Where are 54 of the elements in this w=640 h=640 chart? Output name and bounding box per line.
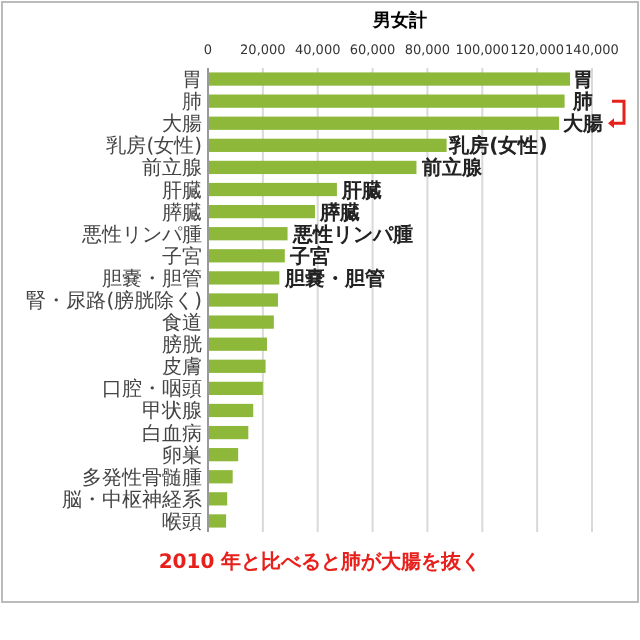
y-tick-label: 皮膚 (162, 355, 202, 380)
y-tick-label: 乳房(女性) (106, 134, 203, 159)
annotation: 大腸 (561, 112, 604, 137)
y-tick-label: 肝臓 (162, 178, 202, 203)
annotation: 悪性リンパ腫 (291, 222, 414, 247)
bar (208, 293, 278, 307)
bar (208, 337, 267, 351)
annotation: 乳房(女性) (447, 134, 548, 159)
bar (208, 271, 280, 285)
y-tick-label: 悪性リンパ腫 (80, 222, 202, 247)
y-tick-label: 前立腺 (142, 156, 202, 181)
bar (208, 425, 249, 440)
bar (208, 204, 315, 219)
bar (208, 381, 263, 396)
y-tick-label: 腎・尿路(膀胱除く) (26, 289, 203, 313)
annotation: 前立腺 (419, 156, 484, 181)
y-tick-label: 卵巣 (162, 443, 202, 468)
annotation: 肺 (570, 90, 593, 115)
annotation: 胃 (572, 70, 593, 93)
bar (208, 116, 560, 130)
y-tick-label: 肺 (182, 90, 202, 115)
bar (208, 182, 337, 197)
y-tick-label: 白血病 (142, 421, 202, 446)
bar (208, 315, 274, 329)
y-tick-label: 食道 (162, 311, 202, 336)
y-tick-label: 大腸 (162, 112, 202, 137)
y-tick-label: 膵臓 (162, 200, 202, 225)
y-tick-label: 子宮 (162, 244, 202, 269)
y-tick-label: 胃 (182, 70, 202, 93)
bar (208, 72, 571, 86)
bar (208, 138, 447, 152)
y-tick-label: 胆嚢・胆管 (102, 266, 202, 291)
bar (208, 160, 417, 175)
text: 2010 年と比べると肺が大腸を抜く (158, 550, 482, 574)
y-tick-label: 甲状腺 (142, 399, 202, 424)
y-tick-label: 多発性骨髄腫 (82, 465, 202, 490)
bar (208, 448, 239, 462)
bar (208, 94, 565, 108)
bar (208, 514, 227, 528)
annotation: 胆嚢・胆管 (282, 266, 385, 291)
bar (208, 470, 233, 484)
bar (208, 227, 288, 241)
chart-title: 男女計 (371, 10, 427, 32)
bar (208, 249, 285, 263)
y-tick-label: 脳・中枢神経系 (62, 487, 202, 512)
y-tick-label: 膀胱 (162, 333, 202, 358)
annotation: 子宮 (288, 244, 331, 269)
y-tick-label: 口腔・咽頭 (102, 377, 202, 402)
bar (208, 403, 254, 418)
annotation: 肝臓 (340, 178, 383, 203)
annotation: 膵臓 (318, 200, 361, 225)
y-tick-label: 喉頭 (162, 511, 202, 534)
bar (208, 359, 266, 373)
bar (208, 492, 228, 506)
